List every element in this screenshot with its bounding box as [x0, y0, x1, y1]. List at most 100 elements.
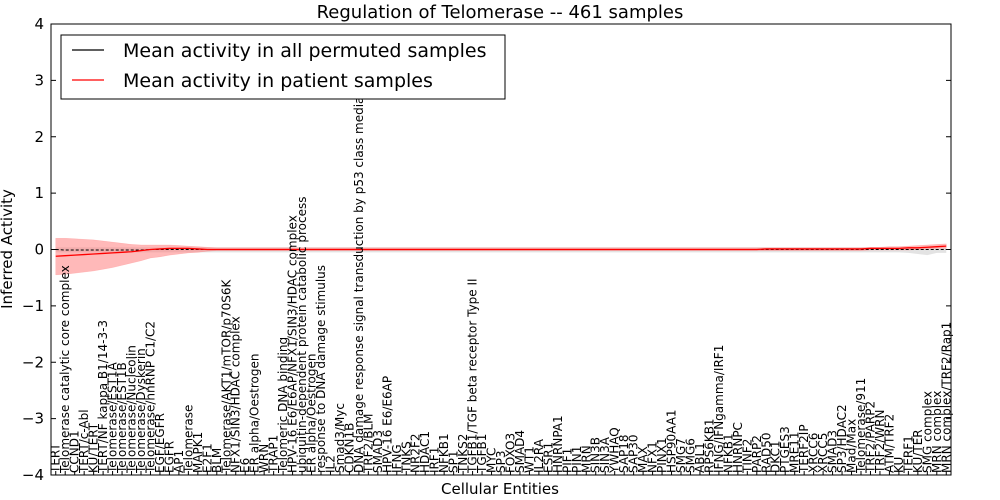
x-tick-label: RPS6KB1: [702, 418, 716, 473]
x-tick-label: Telomerase/EST1B: [115, 362, 129, 474]
x-tick-label: SMG6: [683, 438, 697, 473]
x-tick-label: PARP2: [750, 435, 764, 473]
x-tick-label: Telomeric DNA binding: [276, 337, 290, 474]
x-tick-label: SP3/HDAC2: [835, 404, 849, 473]
legend: Mean activity in all permuted samples Me…: [60, 34, 506, 100]
x-tick-label: Telomerase/AKT1/mTOR/p70S6K: [219, 278, 233, 474]
x-tick-label: MRN complex/TRF2/Rap1: [939, 322, 953, 473]
patient-confidence-band: [55, 237, 947, 276]
x-tick-label: NFX1/SIN3/HDAC complex: [229, 316, 243, 473]
x-axis-label: Cellular Entities: [441, 480, 559, 498]
x-tick-label: TERF2IP: [797, 424, 811, 474]
x-tick-label: E6: [238, 458, 252, 473]
x-tick-label: TRF2/BLM: [361, 413, 375, 474]
x-tick-label: TERT/NF kappa B1/14-3-3: [96, 320, 110, 474]
x-tick-label: HPV-16 E6/E6AP/NFX1/SIN3/HDAC complex: [286, 215, 300, 473]
x-tick-label: EGF/EGFR: [153, 413, 167, 473]
x-tick-label: DNA damage response signal transduction …: [352, 80, 366, 473]
legend-label-patient: Mean activity in patient samples: [123, 70, 433, 92]
x-tick-label: Telomerase/Nucleolin: [125, 345, 139, 474]
x-tick-label: MAX: [636, 446, 650, 473]
x-tick-label: SAP30: [627, 434, 641, 473]
x-tick-label: AP1: [172, 450, 186, 473]
x-tick-label: Telomerase: [181, 405, 195, 474]
x-tick-label: MRE11: [788, 431, 802, 473]
y-axis: −4 −3 −2 −1 0 1 2 3 4: [22, 15, 951, 484]
x-tick-label: HNRNPA1: [551, 415, 565, 473]
y-tick-label: −3: [22, 410, 44, 428]
x-tick-label: KU/TERT: [87, 422, 101, 473]
x-tick-label: DKC1: [769, 441, 783, 473]
x-tick-label: NFX1: [646, 441, 660, 473]
x-tick-label: HDAC1: [418, 431, 432, 473]
x-tick-label: SMG complex: [920, 391, 934, 473]
y-tick-label: 2: [34, 128, 44, 146]
y-tick-label: −4: [22, 466, 44, 484]
legend-label-permuted: Mean activity in all permuted samples: [123, 40, 486, 62]
x-tick-label: CDKN1B: [342, 423, 356, 473]
x-tick-label: SIN3B: [589, 437, 603, 473]
x-tick-label: TRF2/PARP2: [863, 401, 877, 474]
x-tick-label: TRF2/WRN: [873, 410, 887, 474]
x-tick-label: ATM/TRF2: [882, 414, 896, 473]
x-tick-label: Smad3/Myc: [333, 403, 347, 473]
x-tick-label: NFKB1: [437, 433, 451, 473]
y-tick-label: 1: [34, 184, 44, 202]
x-tick-label: MRN complex: [930, 391, 944, 473]
x-tick-label: NR2F2: [409, 434, 423, 474]
x-tick-label: Mad/Max: [845, 419, 859, 473]
x-tick-label: E2F1: [200, 443, 214, 473]
x-tick-label: ER alpha/Oestrogen: [248, 354, 262, 473]
x-tick-label: MRN: [579, 445, 593, 473]
x-tick-label: MYC: [485, 448, 499, 473]
series-line-patient: [55, 245, 947, 257]
x-tick-label: KU: [892, 457, 906, 473]
x-tick-label: Telomerase/Dyskerin: [134, 348, 148, 474]
y-tick-label: 3: [34, 71, 44, 89]
x-tick-label: EGFR: [162, 441, 176, 473]
x-tick-label: TERT: [49, 443, 63, 474]
x-tick-label: WRN: [257, 444, 271, 473]
x-tick-label: KU/TER: [911, 429, 925, 473]
x-tick-label: WT1: [522, 446, 536, 473]
x-tick-label: PTGES3: [778, 426, 792, 473]
x-tick-label: SP3: [494, 451, 508, 474]
x-tick-label: PINX1: [655, 437, 669, 473]
x-tick-label: SAP18: [617, 434, 631, 473]
x-tick-label: IFNG/IFNgamma/IRF1: [712, 345, 726, 473]
x-tick-label: BLM: [210, 448, 224, 473]
x-tick-label: IFNG: [390, 444, 404, 473]
x-tick-label: TNKS: [399, 441, 413, 474]
x-tick-label: TERF1: [901, 435, 915, 474]
x-tick-label: Telomerase/EST1A: [106, 361, 120, 474]
y-tick-label: −1: [22, 297, 44, 315]
x-tick-label: YWHAQ: [608, 427, 622, 474]
plot-frame: [50, 23, 952, 476]
x-tick-label: TGFB1: [475, 434, 489, 474]
x-tick-label: IL2RA: [532, 438, 546, 473]
x-tick-label: XRCC6: [807, 433, 821, 473]
y-axis-label: Inferred Activity: [0, 189, 16, 309]
y-tick-label: 0: [34, 241, 44, 259]
x-tick-label: ubiquitin-dependent protein catabolic pr…: [295, 197, 309, 473]
x-tick-label: HNRNPC: [731, 422, 745, 473]
x-tick-label: XRCC5: [816, 433, 830, 473]
x-tick-label: PIN1: [570, 446, 584, 473]
x-tick-label: MAPK1: [191, 432, 205, 473]
x-tick-label: ABL1: [693, 442, 707, 473]
x-tick-label: ER alpha/Oestrogen: [305, 354, 319, 473]
x-tick-label: response to DNA damage stimulus: [314, 265, 328, 473]
chart-title: Regulation of Telomerase -- 461 samples: [317, 2, 684, 23]
x-tick-label: SMAD3: [371, 430, 385, 473]
y-tick-label: −2: [22, 353, 44, 371]
x-tick-label: TNKS2: [456, 434, 470, 474]
x-tick-label: SMAD3: [826, 430, 840, 473]
x-tick-label: SMG7: [674, 438, 688, 473]
x-tick-label: PIF1: [560, 448, 574, 473]
x-tick-label: ESR1: [541, 442, 555, 473]
x-tick-label: RAD50: [759, 432, 773, 473]
x-tick-label: CCND1: [68, 430, 82, 473]
x-tick-label: Telomerase catalytic core complex: [58, 265, 72, 474]
x-tick-label: Telomerase/911: [854, 378, 868, 474]
